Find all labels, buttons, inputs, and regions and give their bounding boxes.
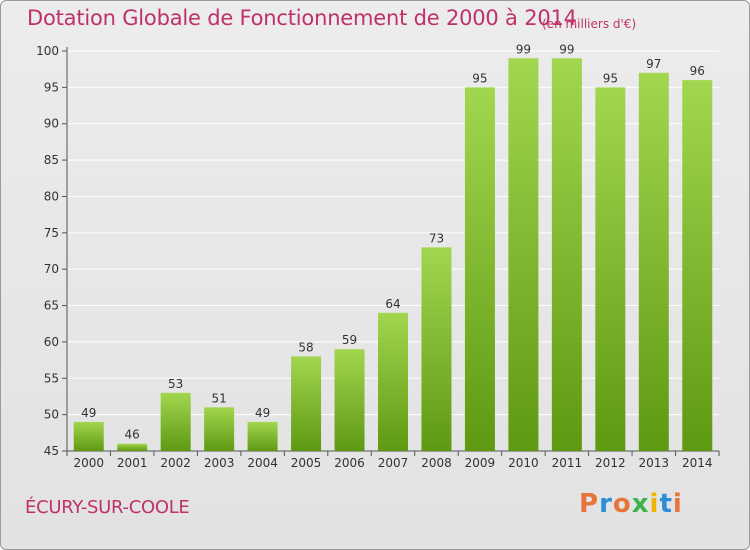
chart-unit: (en milliers d'€)	[542, 17, 637, 31]
bar-2007	[378, 312, 408, 451]
bar-value-label: 51	[211, 391, 226, 405]
bar-2000	[73, 421, 104, 451]
x-tick-label: 2009	[465, 456, 496, 470]
bar-2008	[421, 247, 452, 451]
y-tick-label: 65	[44, 299, 59, 313]
bar-2011	[551, 58, 582, 451]
y-tick-label: 75	[44, 226, 59, 240]
bar-value-label: 58	[298, 340, 313, 354]
y-tick-label: 45	[44, 444, 59, 458]
x-tick-label: 2006	[334, 456, 365, 470]
bar-2009	[464, 87, 495, 451]
bar-2004	[247, 421, 278, 451]
bar-value-label: 97	[646, 57, 661, 71]
y-tick-label: 55	[44, 371, 59, 385]
x-tick-label: 2001	[117, 456, 148, 470]
bar-value-label: 73	[429, 231, 444, 245]
labels: 45 50 55 60 65 70 75 80 85 90 95 100 49 2000 46 2001 53 2…	[36, 42, 712, 470]
bar-value-label: 53	[168, 377, 183, 391]
y-tick-label: 80	[44, 189, 59, 203]
x-tick-label: 2002	[160, 456, 191, 470]
x-tick-label: 2000	[73, 456, 104, 470]
x-tick-label: 2011	[552, 456, 583, 470]
bar-2005	[291, 356, 322, 451]
y-tick-label: 60	[44, 335, 59, 349]
bar-2010	[508, 58, 539, 451]
bar-2006	[334, 349, 365, 451]
x-tick-label: 2007	[378, 456, 409, 470]
x-tick-label: 2014	[682, 456, 713, 470]
x-tick-label: 2005	[291, 456, 322, 470]
bars	[73, 58, 713, 452]
y-tick-label: 95	[44, 80, 59, 94]
bar-value-label: 95	[603, 71, 618, 85]
bar-value-label: 49	[255, 406, 270, 420]
chart-title: Dotation Globale de Fonctionnement de 20…	[27, 6, 577, 30]
bar-2014	[682, 80, 713, 451]
x-tick-label: 2008	[421, 456, 452, 470]
bar-2003	[204, 407, 235, 451]
bar-2002	[160, 392, 191, 451]
bar-value-label: 59	[342, 333, 357, 347]
y-tick-label: 50	[44, 408, 59, 422]
x-tick-label: 2012	[595, 456, 626, 470]
x-tick-label: 2004	[247, 456, 278, 470]
commune-name: ÉCURY-SUR-COOLE	[25, 497, 190, 518]
y-tick-label: 85	[44, 153, 59, 167]
x-tick-label: 2013	[639, 456, 670, 470]
bar-value-label: 99	[516, 42, 531, 56]
y-tick-label: 100	[36, 44, 59, 58]
proxiti-logo: Proxiti	[579, 489, 683, 519]
bar-2001	[117, 443, 148, 451]
bar-value-label: 46	[125, 428, 140, 442]
x-tick-label: 2003	[204, 456, 235, 470]
y-tick-label: 70	[44, 262, 59, 276]
bar-2012	[595, 87, 626, 451]
bar-value-label: 49	[81, 406, 96, 420]
bar-2013	[638, 72, 669, 452]
y-tick-label: 90	[44, 117, 59, 131]
bar-value-label: 96	[690, 64, 705, 78]
bar-value-label: 64	[385, 297, 400, 311]
bar-value-label: 99	[559, 42, 574, 56]
bar-value-label: 95	[472, 71, 487, 85]
x-tick-label: 2010	[508, 456, 539, 470]
